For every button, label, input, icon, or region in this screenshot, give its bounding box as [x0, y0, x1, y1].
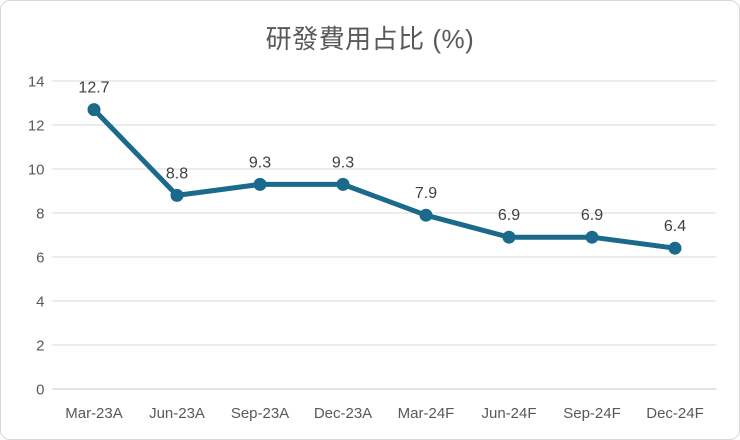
data-point-label: 6.9: [498, 207, 520, 224]
y-axis-tick-label: 8: [36, 206, 44, 223]
data-point-label: 7.9: [415, 185, 437, 202]
x-axis-tick-label: Dec-23A: [314, 405, 372, 422]
data-point-marker: [170, 188, 184, 202]
data-point-label: 6.9: [581, 207, 603, 224]
data-point-marker: [585, 230, 599, 244]
data-point-marker: [419, 208, 433, 222]
x-axis-tick-label: Sep-23A: [231, 405, 289, 422]
data-point-label: 12.7: [78, 80, 109, 97]
y-axis-tick-label: 6: [36, 250, 44, 267]
y-axis-tick-label: 4: [36, 294, 44, 311]
y-axis-tick-label: 14: [28, 74, 45, 91]
x-axis-tick-label: Mar-24F: [398, 405, 455, 422]
x-axis-tick-label: Jun-23A: [149, 405, 205, 422]
data-point-label: 6.4: [664, 218, 686, 235]
y-axis-tick-label: 10: [28, 162, 45, 179]
data-point-marker: [668, 241, 682, 255]
data-point-marker: [336, 177, 350, 191]
x-axis-tick-label: Dec-24F: [646, 405, 704, 422]
data-point-label: 9.3: [332, 154, 354, 171]
y-axis-tick-label: 12: [28, 118, 45, 135]
x-axis-tick-label: Jun-24F: [481, 405, 536, 422]
data-point-marker: [253, 177, 267, 191]
x-axis-tick-label: Mar-23A: [65, 405, 123, 422]
series-line: [91, 107, 678, 251]
data-point-marker: [87, 103, 101, 117]
y-axis-tick-label: 0: [36, 382, 44, 399]
data-point-label: 9.3: [249, 154, 271, 171]
chart-title: 研發費用占比 (%): [265, 24, 475, 54]
data-point-label: 8.8: [166, 165, 188, 182]
x-axis-tick-label: Sep-24F: [563, 405, 621, 422]
data-point-marker: [502, 230, 516, 244]
y-axis-tick-label: 2: [36, 338, 44, 355]
